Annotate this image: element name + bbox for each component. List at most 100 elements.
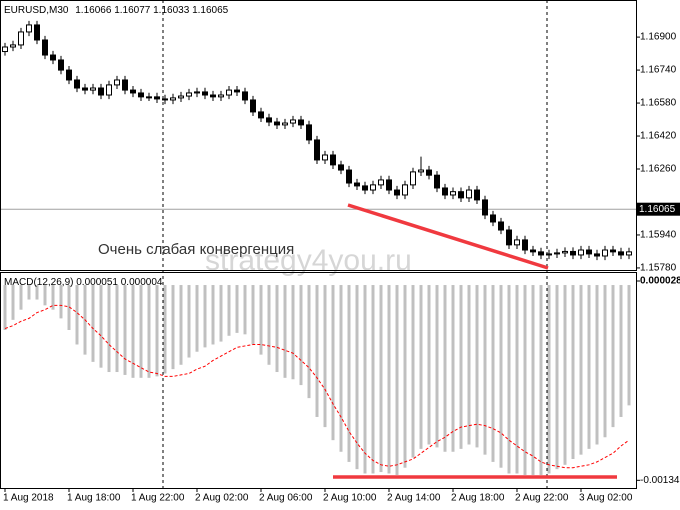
histogram-bar — [27, 285, 31, 300]
histogram-bar — [171, 285, 175, 370]
candle-body — [402, 184, 408, 196]
histogram-bar — [11, 285, 15, 320]
histogram-bar — [387, 285, 391, 474]
candle-body — [162, 98, 168, 101]
candle-body — [578, 249, 584, 256]
candle-body — [298, 119, 304, 126]
candle-body — [258, 111, 264, 119]
annotation: Очень слабая конвергенция — [98, 241, 294, 258]
candle-body — [98, 87, 104, 96]
x-tick-label: 3 Aug 02:00 — [579, 493, 633, 504]
candle-body — [610, 249, 616, 253]
candle-body — [338, 164, 344, 171]
candle-body — [410, 171, 416, 186]
x-tick-label: 2 Aug 22:00 — [515, 493, 569, 504]
histogram-bar — [627, 285, 631, 406]
x-tick-label: 1 Aug 18:00 — [67, 493, 121, 504]
candle-body — [594, 253, 600, 257]
x-tick-label: 1 Aug 22:00 — [131, 493, 185, 504]
candle-body — [138, 92, 144, 98]
candle-body — [42, 39, 48, 56]
watermark: strategy4you.ru — [205, 244, 412, 277]
histogram-bar — [595, 285, 599, 445]
candle-body — [394, 189, 400, 196]
histogram-bar — [339, 285, 343, 452]
candle-body — [178, 95, 184, 99]
x-tick-label: 2 Aug 10:00 — [323, 493, 377, 504]
macd-panel-frame — [0, 272, 637, 489]
histogram-bar — [107, 285, 111, 373]
histogram-bar — [155, 285, 159, 377]
histogram-bar — [91, 285, 95, 362]
candle-body — [546, 253, 552, 256]
candle-body — [130, 89, 136, 94]
price-panel-frame — [0, 0, 637, 271]
candle-body — [194, 91, 200, 94]
histogram-bar — [187, 285, 191, 358]
histogram-bar — [451, 285, 455, 452]
candle-body — [114, 79, 120, 86]
histogram-bar — [283, 285, 287, 378]
histogram-bar — [203, 285, 207, 348]
candle-body — [122, 79, 128, 91]
header: EURUSD,M30 1.16066 1.16077 1.16033 1.160… — [4, 5, 229, 16]
candle-body — [306, 124, 312, 141]
histogram-bar — [275, 285, 279, 373]
histogram-bar — [139, 285, 143, 378]
candle-body — [330, 154, 336, 166]
histogram-bar — [267, 285, 271, 365]
candle-body — [2, 46, 8, 53]
candle-body — [378, 179, 384, 186]
histogram-bar — [475, 285, 479, 448]
candle-body — [538, 251, 544, 256]
ohlc-close: 1.16065 — [192, 5, 229, 16]
histogram-bar — [371, 285, 375, 474]
histogram-bar — [251, 285, 255, 345]
x-tick-label: 2 Aug 18:00 — [451, 493, 505, 504]
x-tick-label: 2 Aug 06:00 — [259, 493, 313, 504]
histogram-bar — [467, 285, 471, 445]
histogram-bar — [363, 285, 367, 474]
histogram-bar — [555, 285, 559, 470]
histogram-bar — [259, 285, 263, 355]
histogram-bar — [163, 285, 167, 374]
histogram-bar — [587, 285, 591, 449]
ohlc-high: 1.16077 — [114, 5, 151, 16]
candle-body — [90, 87, 96, 91]
candle-body — [530, 249, 536, 253]
candle-body — [146, 96, 152, 99]
candle-body — [34, 24, 40, 41]
histogram-bar — [539, 285, 543, 475]
histogram-bar — [563, 285, 567, 465]
current-price-label: 1.16065 — [639, 204, 676, 215]
histogram-bar — [323, 285, 327, 428]
histogram-bar — [571, 285, 575, 460]
histogram-bar — [299, 285, 303, 386]
candle-body — [266, 117, 272, 123]
candle-body — [474, 189, 480, 201]
histogram-bar — [395, 285, 399, 475]
y-tick-label: 1.15780 — [640, 263, 677, 274]
candle-body — [218, 94, 224, 98]
histogram-bar — [331, 285, 335, 441]
current-price-box — [636, 202, 680, 216]
histogram-bar — [547, 285, 551, 474]
histogram-bar — [195, 285, 199, 352]
histogram-bar — [611, 285, 615, 428]
candle-body — [482, 199, 488, 216]
candle-body — [50, 54, 56, 61]
candle-body — [562, 250, 568, 254]
histogram-bar — [515, 285, 519, 474]
candle-body — [586, 249, 592, 255]
histogram-bar — [619, 285, 623, 417]
histogram-bar — [179, 285, 183, 365]
candle-body — [418, 169, 424, 173]
candle-body — [242, 91, 248, 101]
candle-body — [450, 191, 456, 196]
histogram-bar — [603, 285, 607, 438]
histogram-bar — [67, 285, 71, 330]
histogram-bar — [403, 285, 407, 468]
candle-body — [322, 154, 328, 161]
histogram-bar — [115, 285, 119, 373]
